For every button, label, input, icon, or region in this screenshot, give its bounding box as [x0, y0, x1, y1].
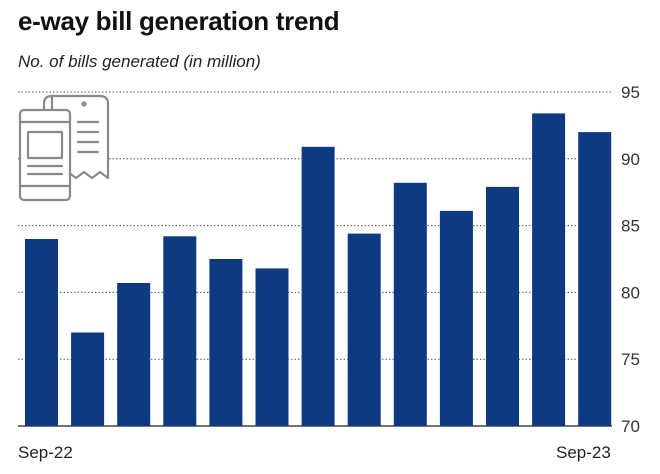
y-tick-label: 70: [621, 417, 640, 436]
bars: [25, 113, 612, 427]
bar: [532, 113, 566, 427]
bar: [71, 332, 105, 426]
receipt-bill-icon: [18, 94, 110, 202]
bar: [486, 186, 519, 426]
y-tick-label: 75: [621, 350, 640, 369]
bar: [209, 259, 243, 426]
bar: [347, 233, 381, 426]
bar: [255, 268, 289, 426]
bar: [393, 182, 427, 426]
bar: [578, 132, 612, 426]
y-axis-ticks: 70 75 80 85 90 95: [621, 83, 640, 436]
x-tick-label-end: Sep-23: [556, 443, 611, 462]
bar: [163, 236, 197, 426]
chart-subtitle: No. of bills generated (in million): [18, 52, 261, 71]
chart-title: e-way bill generation trend: [18, 6, 340, 36]
bar: [301, 146, 335, 427]
y-tick-label: 85: [621, 217, 640, 236]
bar: [439, 210, 473, 426]
bar: [25, 239, 58, 426]
y-tick-label: 90: [621, 150, 640, 169]
y-tick-label: 95: [621, 83, 640, 102]
y-tick-label: 80: [621, 283, 640, 302]
bar: [117, 283, 151, 426]
x-tick-label-start: Sep-22: [18, 443, 73, 462]
